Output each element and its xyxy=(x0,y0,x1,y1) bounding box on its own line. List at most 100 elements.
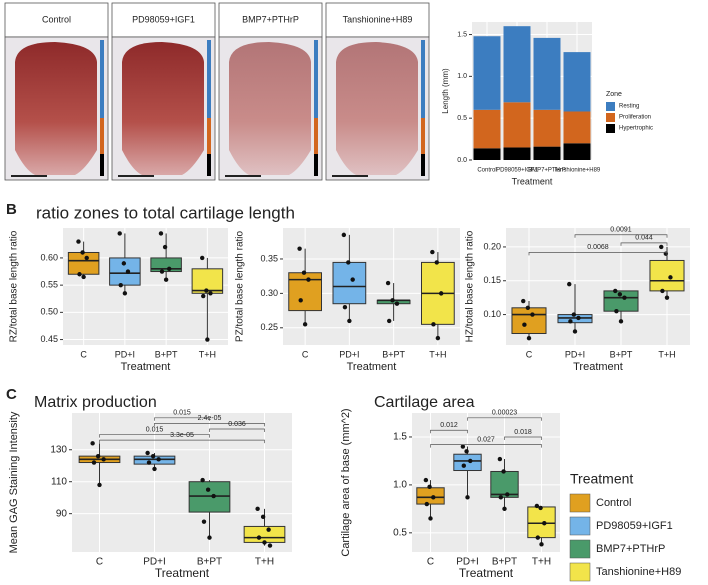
bracket xyxy=(99,439,265,444)
y-tick-label: 0.55 xyxy=(40,280,58,290)
data-point xyxy=(505,492,510,497)
bracket xyxy=(154,423,265,427)
zone-bar xyxy=(314,154,318,176)
bar-segment xyxy=(533,146,561,160)
data-point xyxy=(81,274,86,280)
x-tick-label: B+PT xyxy=(197,557,222,568)
data-point xyxy=(297,246,302,251)
x-tick-label: PD+I xyxy=(339,349,359,359)
data-point xyxy=(535,535,540,540)
data-point xyxy=(101,457,106,462)
y-axis-label: Cartilage area of base (mm^2) xyxy=(340,408,352,556)
panel-label: C xyxy=(6,386,17,403)
x-axis-label: Treatment xyxy=(459,566,514,580)
data-point xyxy=(664,295,670,300)
image-header xyxy=(218,2,323,38)
data-point xyxy=(522,322,527,327)
data-point xyxy=(538,505,543,511)
legend-label: Tanshionine+H89 xyxy=(596,566,681,578)
bracket xyxy=(528,251,668,256)
legend-label: Hypertrophic xyxy=(619,126,653,132)
data-point xyxy=(207,535,212,540)
data-point xyxy=(163,277,169,282)
data-point xyxy=(204,288,209,293)
data-point xyxy=(301,270,307,275)
data-point xyxy=(501,469,506,474)
x-tick-label: T+H xyxy=(429,349,446,359)
data-point xyxy=(350,277,355,282)
bracket-label: 0.00023 xyxy=(492,410,517,417)
data-point xyxy=(430,249,435,255)
box xyxy=(416,487,445,505)
bracket-label: 0.027 xyxy=(477,436,495,443)
data-point xyxy=(84,255,89,261)
chart-title: Cartilage area xyxy=(374,394,475,411)
bracket-label: 0.036 xyxy=(228,421,246,428)
y-tick-label: 0.50 xyxy=(40,307,58,317)
data-point xyxy=(613,288,618,294)
y-tick-label: 1.0 xyxy=(393,480,407,491)
x-tick-label: PD+I xyxy=(143,557,166,568)
data-point xyxy=(302,322,308,327)
data-point xyxy=(387,318,392,324)
image-header xyxy=(111,2,216,38)
bracket xyxy=(504,436,542,440)
y-axis-label: Length (mm) xyxy=(441,68,450,114)
data-point xyxy=(260,514,266,520)
data-point xyxy=(390,298,395,303)
bracket-label: 0.018 xyxy=(514,429,532,436)
data-point xyxy=(617,292,623,297)
y-axis-label: Mean GAG Staining Intensity xyxy=(8,411,20,553)
data-point xyxy=(568,319,573,324)
data-point xyxy=(427,484,432,490)
box xyxy=(332,261,367,305)
data-point xyxy=(668,275,673,280)
data-point xyxy=(117,231,122,236)
x-tick-label: C xyxy=(427,557,434,568)
data-point xyxy=(146,460,152,465)
data-point xyxy=(572,329,578,334)
bar-segment xyxy=(563,111,591,144)
data-point xyxy=(95,453,101,459)
x-tick-label: C xyxy=(96,557,103,568)
y-tick-label: 90 xyxy=(56,508,68,519)
legend-label: BMP7+PTHrP xyxy=(596,543,665,555)
bar-segment xyxy=(473,36,501,110)
y-axis-label: RZ/total base length ratio xyxy=(9,230,20,342)
data-point xyxy=(97,482,102,488)
x-tick-label: T+H xyxy=(199,349,216,359)
bracket xyxy=(430,429,468,434)
bracket-label: 2.4e-05 xyxy=(198,415,222,422)
data-point xyxy=(461,463,466,468)
legend-swatch xyxy=(569,562,591,582)
y-tick-label: 1.0 xyxy=(457,73,467,80)
data-point xyxy=(118,282,123,288)
x-tick-label: B+PT xyxy=(155,349,178,359)
legend-label: PD98059+IGF1 xyxy=(596,520,673,532)
data-point xyxy=(201,519,207,524)
data-point xyxy=(341,232,347,238)
x-tick-label: B+PT xyxy=(610,349,633,359)
tissue xyxy=(122,42,204,175)
bar-segment xyxy=(473,109,501,149)
panel-label: B xyxy=(6,201,17,218)
image-label: Control xyxy=(42,14,71,24)
scale-bar xyxy=(11,175,47,177)
bracket-label: 0.015 xyxy=(173,410,191,417)
zone-bar xyxy=(207,154,211,176)
x-axis-label: Treatment xyxy=(155,566,210,580)
data-point xyxy=(394,301,400,306)
box xyxy=(603,290,639,312)
data-point xyxy=(460,444,466,449)
image-label: PD98059+IGF1 xyxy=(132,14,195,24)
data-point xyxy=(122,291,128,296)
x-tick-label: PD+I xyxy=(565,349,585,359)
data-point xyxy=(521,298,526,304)
scale-bar xyxy=(118,175,154,177)
data-point xyxy=(424,501,429,507)
data-point xyxy=(145,450,150,456)
y-tick-label: 0.15 xyxy=(483,275,501,285)
y-tick-label: 0.30 xyxy=(260,288,278,298)
tissue xyxy=(15,42,97,175)
bar-segment xyxy=(563,52,591,112)
